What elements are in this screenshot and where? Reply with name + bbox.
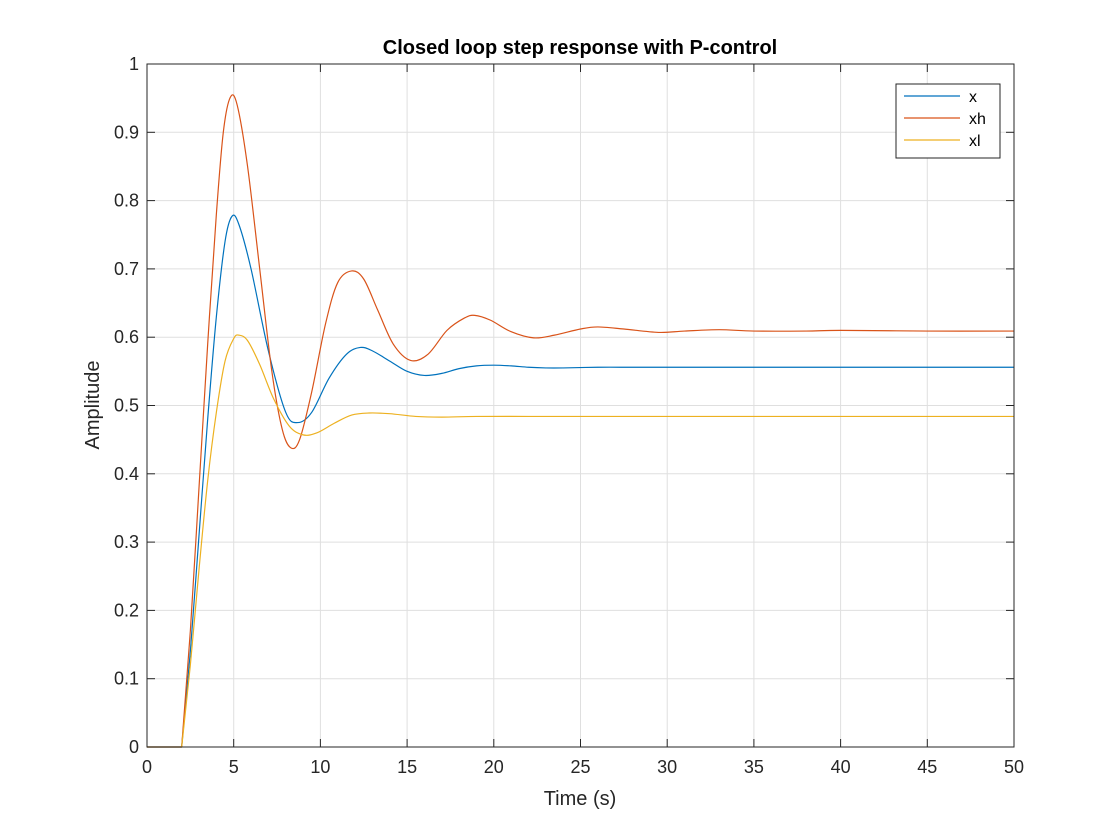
y-tick-label: 1 [129, 54, 139, 74]
axis-ticks: 0 5 10 15 20 25 30 35 40 45 50 0 0.1 0.2 0.3 0.4 0.5 0.6 0… [114, 54, 1024, 777]
x-tick-label: 0 [142, 757, 152, 777]
y-tick-label: 0.5 [114, 396, 139, 416]
x-tick-label: 50 [1004, 757, 1024, 777]
x-tick-label: 25 [570, 757, 590, 777]
legend-label-xh: xh [969, 111, 986, 128]
y-tick-label: 0.6 [114, 327, 139, 347]
chart-title: Closed loop step response with P-control [383, 37, 777, 59]
y-tick-label: 0.8 [114, 191, 139, 211]
y-axis-label: Amplitude [82, 361, 104, 450]
legend-label-x: x [969, 89, 977, 106]
data-series [147, 94, 1015, 748]
y-tick-label: 0.9 [114, 122, 139, 142]
y-tick-label: 0.4 [114, 464, 139, 484]
x-tick-label: 15 [397, 757, 417, 777]
series-line-xh [147, 94, 1015, 748]
y-tick-label: 0.3 [114, 532, 139, 552]
x-tick-label: 35 [744, 757, 764, 777]
legend: x xh xl [895, 83, 1001, 159]
series-line-x [147, 214, 1014, 748]
y-tick-label: 0.2 [114, 600, 139, 620]
x-tick-label: 5 [229, 757, 239, 777]
x-tick-label: 45 [917, 757, 937, 777]
x-tick-label: 20 [484, 757, 504, 777]
x-axis-label: Time (s) [544, 788, 617, 810]
series-line-xl [147, 334, 1014, 748]
x-tick-label: 10 [310, 757, 330, 777]
grid-lines [147, 64, 1014, 747]
y-tick-label: 0.7 [114, 259, 139, 279]
x-tick-label: 40 [831, 757, 851, 777]
y-tick-label: 0.1 [114, 669, 139, 689]
y-tick-label: 0 [129, 737, 139, 757]
x-tick-label: 30 [657, 757, 677, 777]
legend-label-xl: xl [969, 133, 981, 150]
